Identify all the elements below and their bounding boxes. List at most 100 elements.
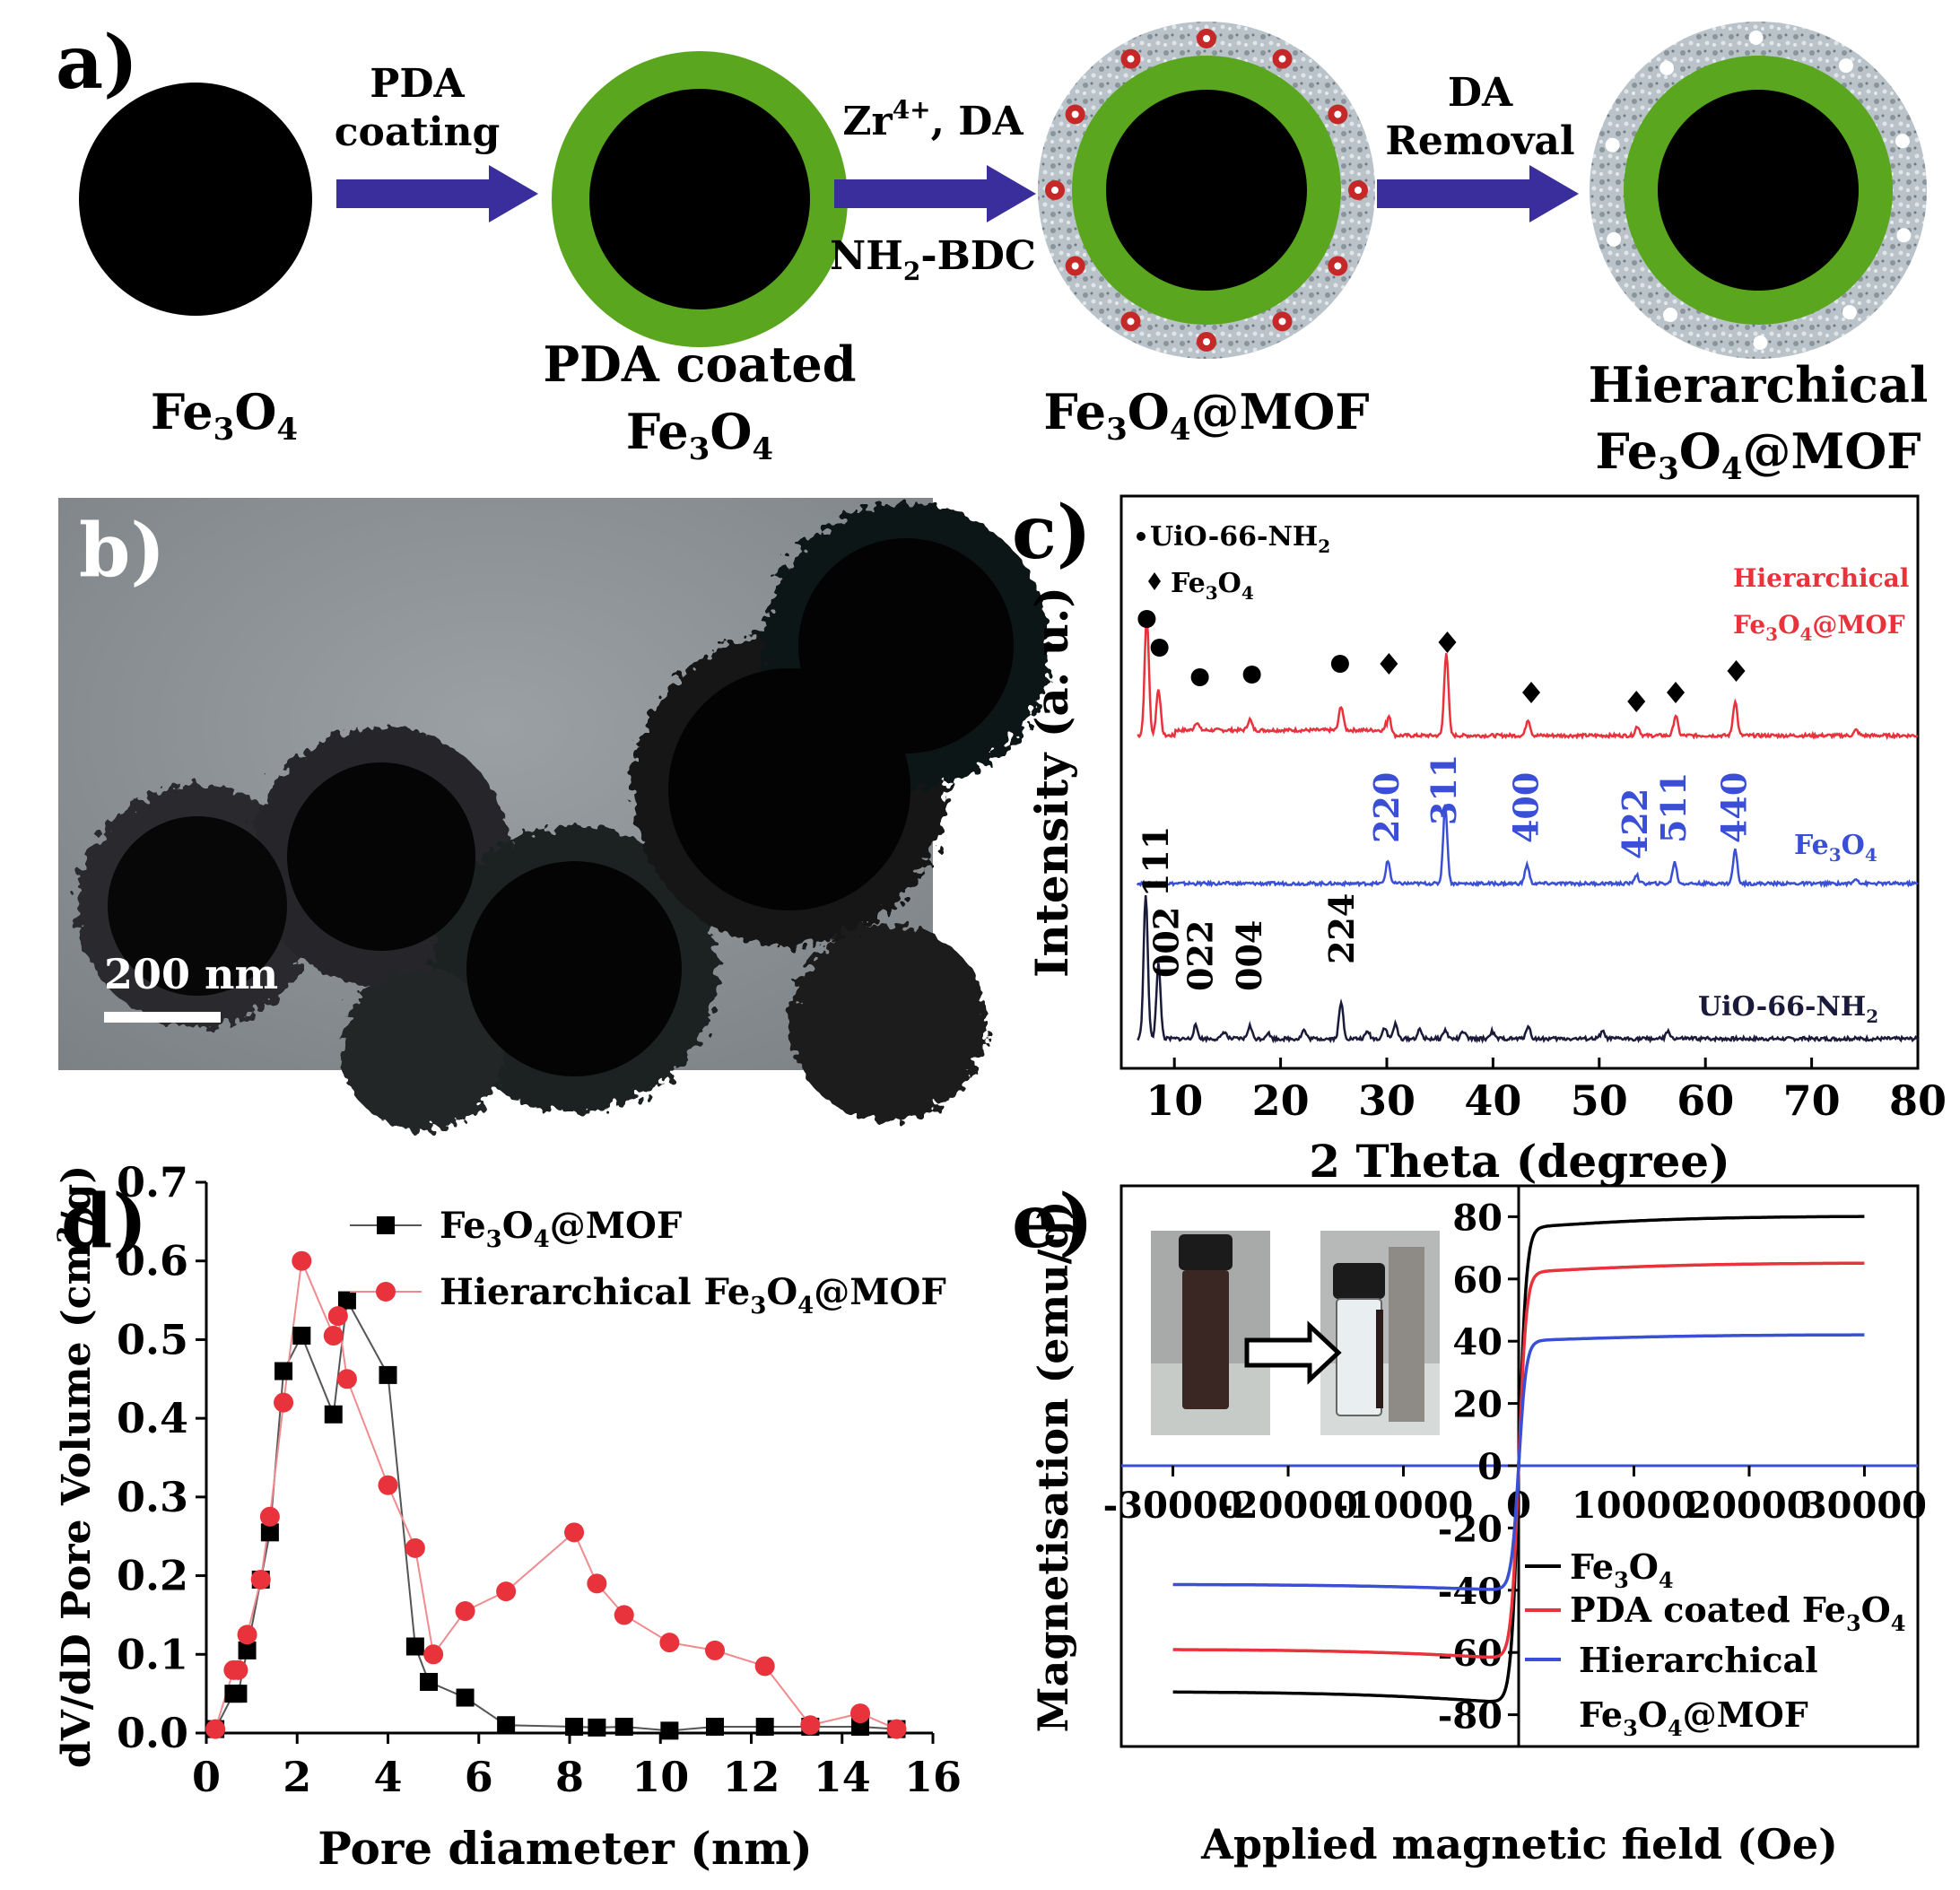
fe3o4-mof-particle	[1038, 22, 1375, 359]
panel-d-label: d)	[61, 1179, 147, 1265]
hkl-label-111: 111	[1136, 826, 1176, 897]
caption-hierarchical-line1: Hierarchical	[1589, 356, 1929, 414]
x-tick-label: 20000	[1686, 1485, 1811, 1527]
pore-point-square	[229, 1685, 248, 1703]
pore-void	[1896, 228, 1912, 243]
pore-point-circle	[850, 1703, 870, 1724]
series-label-uio66: UiO-66-NH2	[1698, 991, 1878, 1027]
y-tick-label: 80	[1452, 1197, 1503, 1239]
pore-point-square	[706, 1717, 724, 1736]
hkl-label-022: 022	[1180, 920, 1221, 991]
x-tick-label: 70	[1783, 1076, 1841, 1125]
xrd-curve-series-0	[1137, 617, 1919, 741]
xrd-y-axis-label: Intensity (a. u.)	[1025, 587, 1078, 978]
pore-x-axis-label: Pore diameter (nm)	[318, 1822, 812, 1875]
pore-void	[1605, 137, 1620, 152]
pore-void	[1838, 58, 1853, 74]
y-tick-label: -20	[1438, 1508, 1503, 1550]
dopamine-dots	[1045, 29, 1368, 352]
pore-void	[1663, 307, 1678, 322]
scale-bar-label: 200 nm	[104, 950, 278, 998]
pore-point-circle	[292, 1250, 312, 1271]
pore-point-square	[260, 1523, 279, 1542]
legend-diamond-symbol	[1148, 572, 1161, 590]
pore-point-circle	[800, 1715, 821, 1736]
uio66-peak-marker	[1242, 666, 1261, 684]
panel-b: b) 200 nm	[58, 498, 1050, 1130]
pore-point-circle	[886, 1719, 907, 1739]
pore-point-square	[588, 1718, 606, 1737]
pore-line-series-1	[214, 1257, 897, 1730]
red-dot-center	[1278, 55, 1286, 63]
panel-c-label: c)	[1012, 490, 1092, 576]
arrow-pda-coating	[336, 165, 538, 222]
pore-point-square	[274, 1362, 293, 1380]
step3-line2: Removal	[1385, 118, 1574, 164]
pore-void	[1842, 305, 1857, 320]
xrd-plot-frame	[1119, 494, 1920, 1070]
fe3o4-peak-marker	[1380, 653, 1398, 675]
red-dot-center	[1127, 55, 1135, 63]
hkl-label-224: 224	[1321, 893, 1362, 964]
x-tick-label: 14	[814, 1753, 871, 1801]
pore-point-square	[456, 1688, 475, 1707]
pore-legend: Fe3O4@MOF Hierarchical Fe3O4@MOF	[350, 1205, 946, 1320]
pore-point-circle	[754, 1656, 775, 1677]
x-tick-label: 60	[1677, 1076, 1734, 1125]
step2-top: Zr4+, DA	[842, 95, 1024, 144]
pore-point-square	[565, 1717, 584, 1736]
uio66-peak-marker	[1137, 610, 1156, 628]
red-dot-center	[1203, 338, 1210, 345]
xrd-curves	[1136, 617, 1920, 1044]
mag-y-axis-label: Magnetisation (emu/g)	[1029, 1201, 1077, 1733]
y-tick-label: 0.1	[117, 1630, 188, 1678]
hkl-label-311: 311	[1424, 754, 1464, 825]
tem-cores	[108, 538, 1014, 1076]
panel-e-label: e)	[1012, 1179, 1093, 1265]
y-tick-label: -40	[1438, 1571, 1503, 1613]
mag-curves	[1172, 1215, 1865, 1703]
panel-d: d) 0 2 4 6 8 10 12 14 16 0.0 0.1 0.2 0.3 0.4 0.5 0.6 0.7…	[52, 1158, 962, 1875]
pore-point-circle	[564, 1522, 585, 1543]
y-tick-label: 0.2	[117, 1552, 188, 1600]
y-tick-label: 60	[1452, 1259, 1503, 1302]
series-label-fe3o4: Fe3O4	[1794, 830, 1877, 866]
pore-point-circle	[259, 1506, 280, 1527]
uio66-peak-marker	[1330, 655, 1349, 673]
pore-point-square	[851, 1717, 869, 1736]
step2-bottom: NH2-BDC	[830, 233, 1036, 286]
mag-legend: Fe3O4 PDA coated Fe3O4 Hierarchical Fe3O…	[1525, 1546, 1905, 1741]
x-tick-label: -10000	[1334, 1485, 1474, 1527]
pore-point-circle	[323, 1326, 344, 1346]
pore-point-circle	[205, 1719, 226, 1739]
pore-point-circle	[405, 1537, 425, 1558]
x-tick-label: 10	[632, 1753, 689, 1801]
arrow-zr-da	[834, 165, 1036, 222]
red-dot-center	[1334, 110, 1342, 118]
y-tick-label: 40	[1452, 1321, 1503, 1363]
scale-bar	[104, 1012, 221, 1023]
pore-point-square	[337, 1291, 356, 1310]
pore-point-square	[238, 1641, 257, 1659]
pore-point-circle	[496, 1581, 517, 1602]
fe3o4-peak-marker	[1727, 660, 1746, 682]
pore-point-square	[614, 1717, 633, 1736]
hkl-label-002: 002	[1146, 907, 1187, 978]
panel-b-label: b)	[79, 508, 165, 594]
pore-point-circle	[614, 1605, 634, 1625]
pore-point-circle	[336, 1369, 357, 1389]
panel-a-label: a)	[56, 20, 138, 106]
fe3o4-core-particle	[79, 83, 312, 316]
mag-x-axis-label: Applied magnetic field (Oe)	[1200, 1820, 1838, 1868]
xrd-x-axis-label: 2 Theta (degree)	[1309, 1135, 1729, 1188]
caption-hierarchical-line2: Fe3O4@MOF	[1595, 422, 1921, 487]
pore-void	[1607, 231, 1622, 247]
pore-point-circle	[274, 1392, 294, 1413]
pore-ticks: 0 2 4 6 8 10 12 14 16 0.0 0.1 0.2 0.3 0.4 0.5 0.6 0.7	[117, 1158, 962, 1801]
pore-point-square	[420, 1672, 439, 1691]
fe3o4-peak-marker	[1522, 682, 1541, 703]
pore-point-circle	[228, 1659, 248, 1680]
